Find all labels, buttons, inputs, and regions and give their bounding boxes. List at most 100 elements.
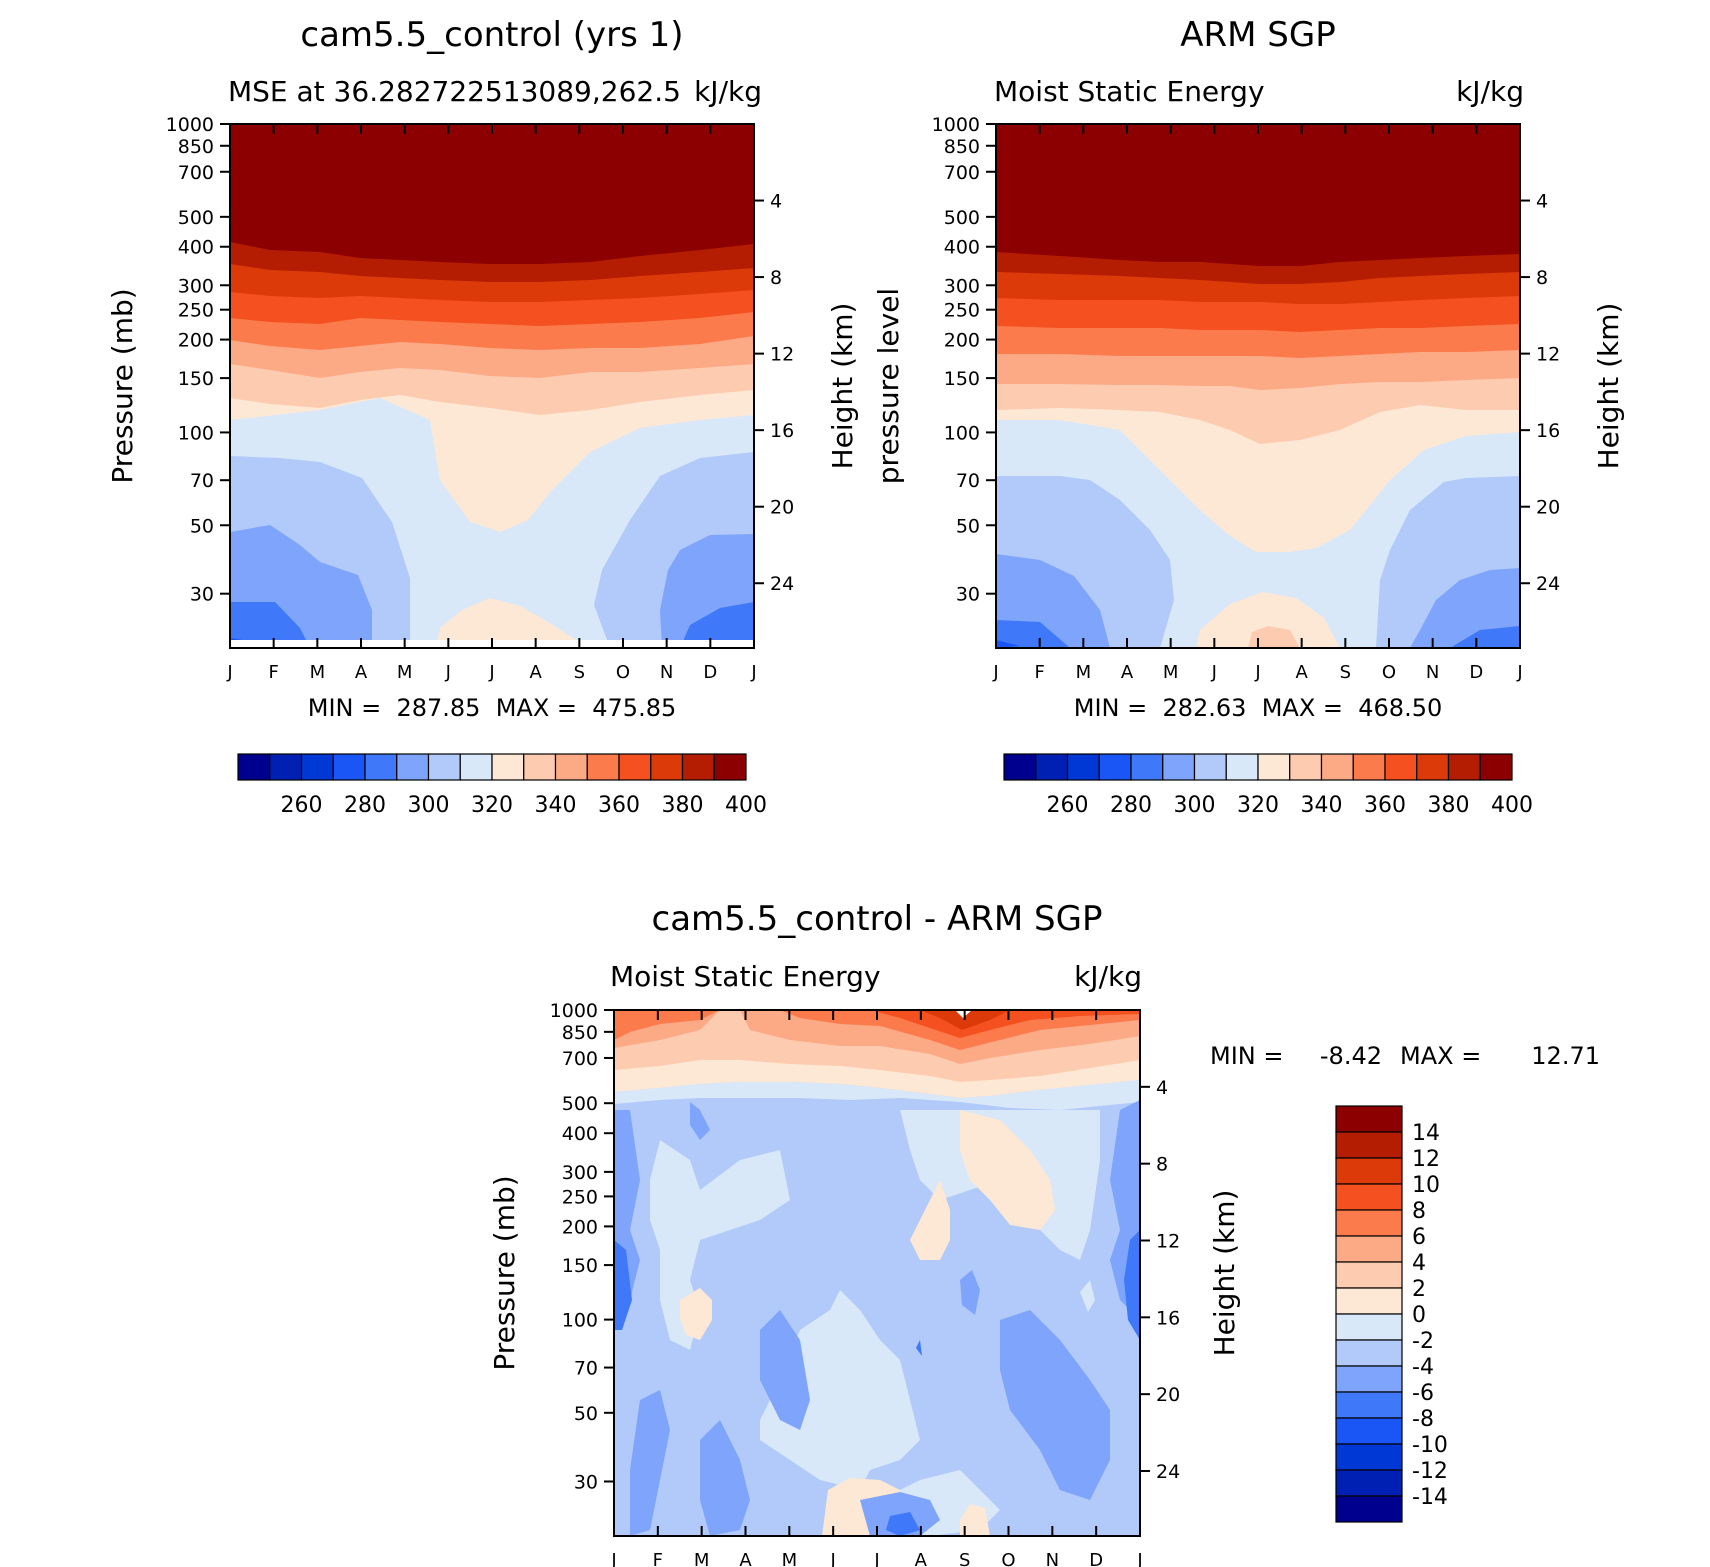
y-tick-label: 500 bbox=[944, 207, 980, 229]
contour-field bbox=[996, 124, 1520, 648]
colorbar-label: 4 bbox=[1412, 1251, 1426, 1276]
y-tick-label: 300 bbox=[562, 1162, 598, 1184]
y-tick-label: 150 bbox=[944, 368, 980, 390]
y-axis-height: 4 8 12 16 20 24 Height (km) bbox=[1140, 1077, 1241, 1483]
colorbar-label: 12 bbox=[1412, 1147, 1440, 1172]
x-tick-label: J bbox=[750, 662, 756, 683]
colorbar: 260 280 300 320 340 360 380 400 bbox=[1003, 753, 1533, 818]
x-tick-label: N bbox=[1046, 1550, 1059, 1567]
colorbar-label: -6 bbox=[1412, 1381, 1434, 1406]
colorbar-swatch bbox=[1335, 1313, 1403, 1341]
x-tick-label: J bbox=[1254, 662, 1260, 683]
colorbar-label: -4 bbox=[1412, 1355, 1434, 1380]
x-tick-label: J bbox=[830, 1550, 836, 1567]
x-tick-label: D bbox=[1089, 1550, 1103, 1567]
x-tick-label: N bbox=[1426, 662, 1439, 683]
min-value: -8.42 bbox=[1320, 1042, 1382, 1070]
colorbar-swatch bbox=[396, 753, 430, 781]
colorbar-swatch bbox=[1416, 753, 1450, 781]
panel-difference: cam5.5_control - ARM SGP Moist Static En… bbox=[488, 899, 1600, 1567]
colorbar-label: 380 bbox=[1428, 793, 1470, 818]
colorbar-label: -8 bbox=[1412, 1407, 1434, 1432]
height-tick-label: 8 bbox=[1536, 267, 1548, 289]
y-tick-label: 700 bbox=[178, 162, 214, 184]
colorbar-label: 300 bbox=[1174, 793, 1216, 818]
colorbar-swatch bbox=[332, 753, 366, 781]
x-tick-label: J bbox=[445, 662, 451, 683]
max-value: 12.71 bbox=[1531, 1042, 1600, 1070]
y-axis-label: pressure level bbox=[872, 288, 905, 484]
colorbar-swatch bbox=[554, 753, 588, 781]
colorbar-swatch bbox=[1335, 1287, 1403, 1315]
colorbar: 260 280 300 320 340 360 380 400 bbox=[237, 753, 767, 818]
x-tick-label: A bbox=[355, 662, 368, 683]
x-tick-label: J bbox=[1516, 662, 1522, 683]
y-tick-label: 250 bbox=[562, 1186, 598, 1208]
colorbar-label: 2 bbox=[1412, 1277, 1426, 1302]
height-tick-label: 4 bbox=[1156, 1077, 1168, 1099]
colorbar-label: 280 bbox=[1110, 793, 1152, 818]
colorbar-label: -14 bbox=[1412, 1485, 1448, 1510]
panel-subtitle-left: Moist Static Energy bbox=[994, 75, 1265, 108]
y-tick-label: 100 bbox=[178, 422, 214, 444]
colorbar-swatch bbox=[1335, 1391, 1403, 1419]
colorbar-label: -10 bbox=[1412, 1433, 1448, 1458]
y-tick-label: 200 bbox=[562, 1216, 598, 1238]
colorbar-swatch bbox=[1335, 1209, 1403, 1237]
colorbar-swatch bbox=[1320, 753, 1354, 781]
x-tick-label: F bbox=[268, 662, 278, 683]
y-tick-label: 300 bbox=[944, 275, 980, 297]
panel-model: cam5.5_control (yrs 1) MSE at 36.2827225… bbox=[106, 15, 859, 818]
colorbar-label: 320 bbox=[1237, 793, 1279, 818]
panel-subtitle-left: Moist Static Energy bbox=[610, 960, 881, 993]
y-tick-label: 70 bbox=[190, 470, 214, 492]
colorbar-swatch bbox=[300, 753, 334, 781]
colorbar-label: 260 bbox=[281, 793, 323, 818]
panel-subtitle-right: kJ/kg bbox=[694, 75, 762, 108]
y-tick-label: 100 bbox=[944, 422, 980, 444]
colorbar-label: 320 bbox=[471, 793, 513, 818]
colorbar-swatch bbox=[269, 753, 303, 781]
y-tick-label: 700 bbox=[562, 1048, 598, 1070]
height-tick-label: 20 bbox=[1536, 497, 1560, 519]
y-tick-label: 850 bbox=[944, 136, 980, 158]
colorbar-swatch bbox=[1335, 1183, 1403, 1211]
colorbar-label: 10 bbox=[1412, 1173, 1440, 1198]
colorbar-swatch bbox=[650, 753, 684, 781]
x-tick-label: J bbox=[488, 662, 494, 683]
colorbar-swatch bbox=[1257, 753, 1291, 781]
y-axis-height: 4 8 12 16 20 24 Height (km) bbox=[754, 191, 859, 595]
y-tick-label: 150 bbox=[178, 368, 214, 390]
y-tick-label: 250 bbox=[178, 300, 214, 322]
height-tick-label: 24 bbox=[770, 573, 794, 595]
min-max-stats: MIN = 282.63 MAX = 468.50 bbox=[1074, 694, 1443, 722]
x-tick-label: A bbox=[530, 662, 543, 683]
y-tick-label: 400 bbox=[178, 237, 214, 259]
height-tick-label: 12 bbox=[770, 344, 794, 366]
colorbar-swatch bbox=[364, 753, 398, 781]
x-tick-label: M bbox=[694, 1550, 710, 1567]
height-tick-label: 16 bbox=[770, 420, 794, 442]
x-tick-label: J bbox=[873, 1550, 879, 1567]
y-tick-label: 50 bbox=[190, 515, 214, 537]
y-tick-label: 30 bbox=[574, 1471, 598, 1493]
max-label: MAX = bbox=[1400, 1042, 1481, 1070]
panel-subtitle-right: kJ/kg bbox=[1456, 75, 1524, 108]
panel-title: cam5.5_control (yrs 1) bbox=[300, 15, 683, 55]
colorbar-swatch bbox=[427, 753, 461, 781]
y-axis-height: 4 8 12 16 20 24 Height (km) bbox=[1520, 191, 1625, 595]
panel-subtitle-right: kJ/kg bbox=[1074, 960, 1142, 993]
panel-title: ARM SGP bbox=[1180, 15, 1335, 55]
y-tick-label: 1000 bbox=[932, 114, 980, 136]
y-axis-right-label: Height (km) bbox=[1592, 303, 1625, 470]
y-tick-label: 30 bbox=[190, 584, 214, 606]
colorbar-label: 360 bbox=[598, 793, 640, 818]
height-tick-label: 12 bbox=[1156, 1230, 1180, 1252]
height-tick-label: 4 bbox=[1536, 191, 1548, 213]
colorbar-label: 400 bbox=[725, 793, 767, 818]
